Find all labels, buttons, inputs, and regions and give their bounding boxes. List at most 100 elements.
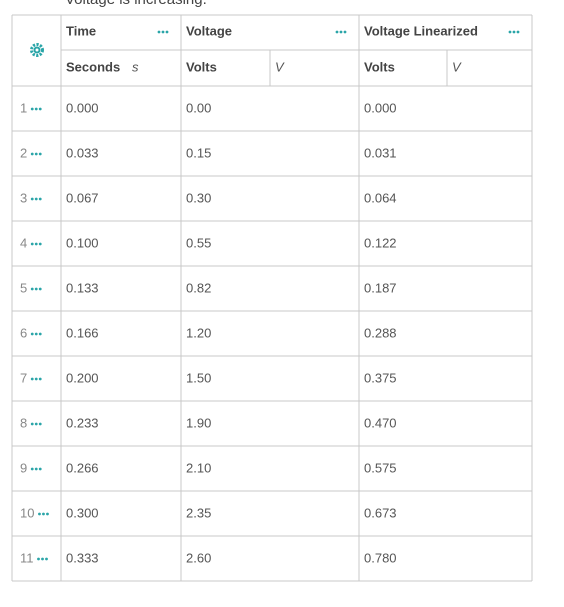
dot	[34, 197, 38, 201]
row-index: 6	[20, 325, 27, 340]
cell: 0.187	[364, 280, 397, 295]
dot	[38, 287, 42, 291]
cell: 0.000	[66, 100, 99, 115]
dot	[34, 287, 38, 291]
cell: 0.780	[364, 550, 397, 565]
dot	[42, 512, 45, 516]
caption: Voltage is increasing.	[65, 0, 207, 8]
unit-symbol: V	[452, 59, 462, 74]
dot	[30, 287, 34, 291]
row-index: 10	[20, 505, 34, 520]
menu-button[interactable]	[508, 30, 520, 34]
dot	[157, 30, 161, 34]
dot	[335, 30, 339, 34]
cell: 1.50	[186, 370, 211, 385]
dot	[30, 422, 34, 426]
cell: 0.122	[364, 235, 397, 250]
cell: 0.30	[186, 190, 211, 205]
column-name: Voltage	[186, 23, 232, 38]
menu-button[interactable]	[157, 30, 169, 34]
cell: 0.133	[66, 280, 99, 295]
menu-button[interactable]	[38, 512, 49, 516]
dot	[38, 152, 42, 156]
dot	[45, 557, 48, 561]
dot	[30, 467, 34, 471]
menu-button[interactable]	[30, 152, 42, 156]
dot	[38, 422, 42, 426]
dot	[30, 242, 34, 246]
menu-button[interactable]	[30, 107, 42, 111]
row-index: 9	[20, 460, 27, 475]
settings-gear[interactable]	[30, 43, 44, 57]
menu-button[interactable]	[30, 422, 42, 426]
dot	[34, 107, 38, 111]
cell: 2.35	[186, 505, 211, 520]
row-index: 7	[20, 370, 27, 385]
dot	[161, 30, 165, 34]
row-index: 2	[20, 145, 27, 160]
cell: 0.000	[364, 100, 397, 115]
cell: 0.575	[364, 460, 397, 475]
cell: 0.033	[66, 145, 99, 160]
dot	[34, 332, 38, 336]
unit-symbol: s	[132, 59, 139, 74]
cell: 0.673	[364, 505, 397, 520]
cell: 0.067	[66, 190, 99, 205]
row-index: 1	[20, 100, 27, 115]
dot	[41, 557, 44, 561]
row-index: 5	[20, 280, 27, 295]
row-index: 3	[20, 190, 27, 205]
dot	[37, 557, 40, 561]
dot	[34, 242, 38, 246]
dot	[339, 30, 343, 34]
menu-button[interactable]	[37, 557, 48, 561]
menu-button[interactable]	[30, 242, 42, 246]
cell: 0.100	[66, 235, 99, 250]
cell: 0.266	[66, 460, 99, 475]
dot	[38, 332, 42, 336]
dot	[38, 467, 42, 471]
dot	[34, 152, 38, 156]
dot	[38, 512, 41, 516]
cell: 0.031	[364, 145, 397, 160]
cell: 0.55	[186, 235, 211, 250]
cell: 0.200	[66, 370, 99, 385]
menu-button[interactable]	[30, 287, 42, 291]
row-index: 8	[20, 415, 27, 430]
cell: 0.470	[364, 415, 397, 430]
cell: 1.90	[186, 415, 211, 430]
dot	[30, 152, 34, 156]
settings-gear-hole	[35, 48, 39, 52]
dot	[34, 422, 38, 426]
menu-button[interactable]	[335, 30, 347, 34]
dot	[516, 30, 520, 34]
dot	[343, 30, 347, 34]
column-name: Voltage Linearized	[364, 23, 478, 38]
menu-button[interactable]	[30, 377, 42, 381]
cell: 1.20	[186, 325, 211, 340]
row-index: 11	[20, 550, 34, 565]
dot	[34, 377, 38, 381]
unit-symbol: V	[275, 59, 285, 74]
dot	[508, 30, 512, 34]
dot	[38, 377, 42, 381]
menu-button[interactable]	[30, 332, 42, 336]
cell: 0.82	[186, 280, 211, 295]
unit-name: Volts	[364, 59, 395, 74]
cell: 0.166	[66, 325, 99, 340]
column-name: Time	[66, 23, 96, 38]
dot	[512, 30, 516, 34]
cell: 0.00	[186, 100, 211, 115]
cell: 0.288	[364, 325, 397, 340]
unit-name: Seconds	[66, 59, 120, 74]
dot	[38, 197, 42, 201]
dot	[46, 512, 49, 516]
dot	[30, 107, 34, 111]
dot	[38, 242, 42, 246]
menu-button[interactable]	[30, 467, 42, 471]
menu-button[interactable]	[30, 197, 42, 201]
unit-name: Volts	[186, 59, 217, 74]
row-index: 4	[20, 235, 27, 250]
cell: 0.333	[66, 550, 99, 565]
